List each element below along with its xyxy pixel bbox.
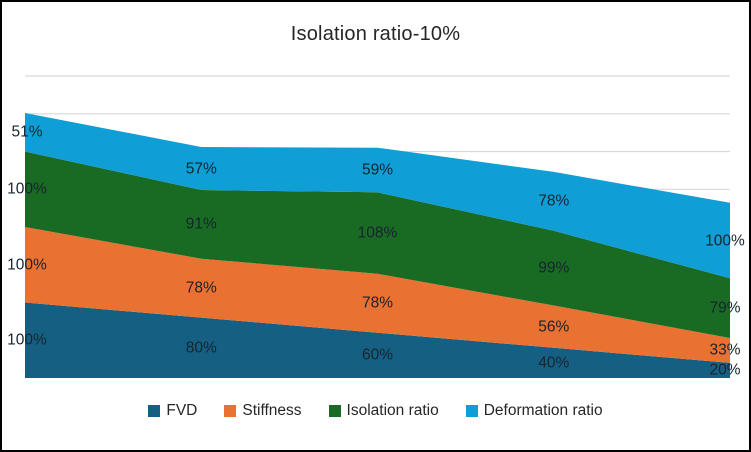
legend-swatch-icon — [148, 404, 161, 417]
area-series-fvd[interactable] — [25, 302, 730, 379]
legend-label: Deformation ratio — [483, 402, 603, 419]
legend-item-deformation-ratio[interactable]: Deformation ratio — [465, 402, 603, 419]
legend-item-fvd[interactable]: FVD — [148, 403, 197, 419]
legend-item-stiffness[interactable]: Stiffness — [224, 402, 302, 419]
legend-label: FVD — [166, 402, 198, 419]
legend-label: Stiffness — [242, 402, 302, 419]
legend-swatch-icon — [224, 404, 237, 417]
legend: FVD Stiffness Isolation ratio Deformation r… — [2, 403, 749, 419]
legend-swatch-icon — [465, 404, 478, 417]
legend-item-isolation-ratio[interactable]: Isolation ratio — [328, 402, 439, 419]
area-series-deformation-ratio[interactable] — [25, 113, 730, 279]
legend-label: Isolation ratio — [346, 402, 439, 419]
area-series-isolation-ratio[interactable] — [25, 151, 730, 339]
chart-title[interactable]: Isolation ratio-10% — [290, 23, 461, 45]
legend-swatch-icon — [328, 404, 341, 417]
area-series-stiffness[interactable] — [25, 227, 730, 363]
